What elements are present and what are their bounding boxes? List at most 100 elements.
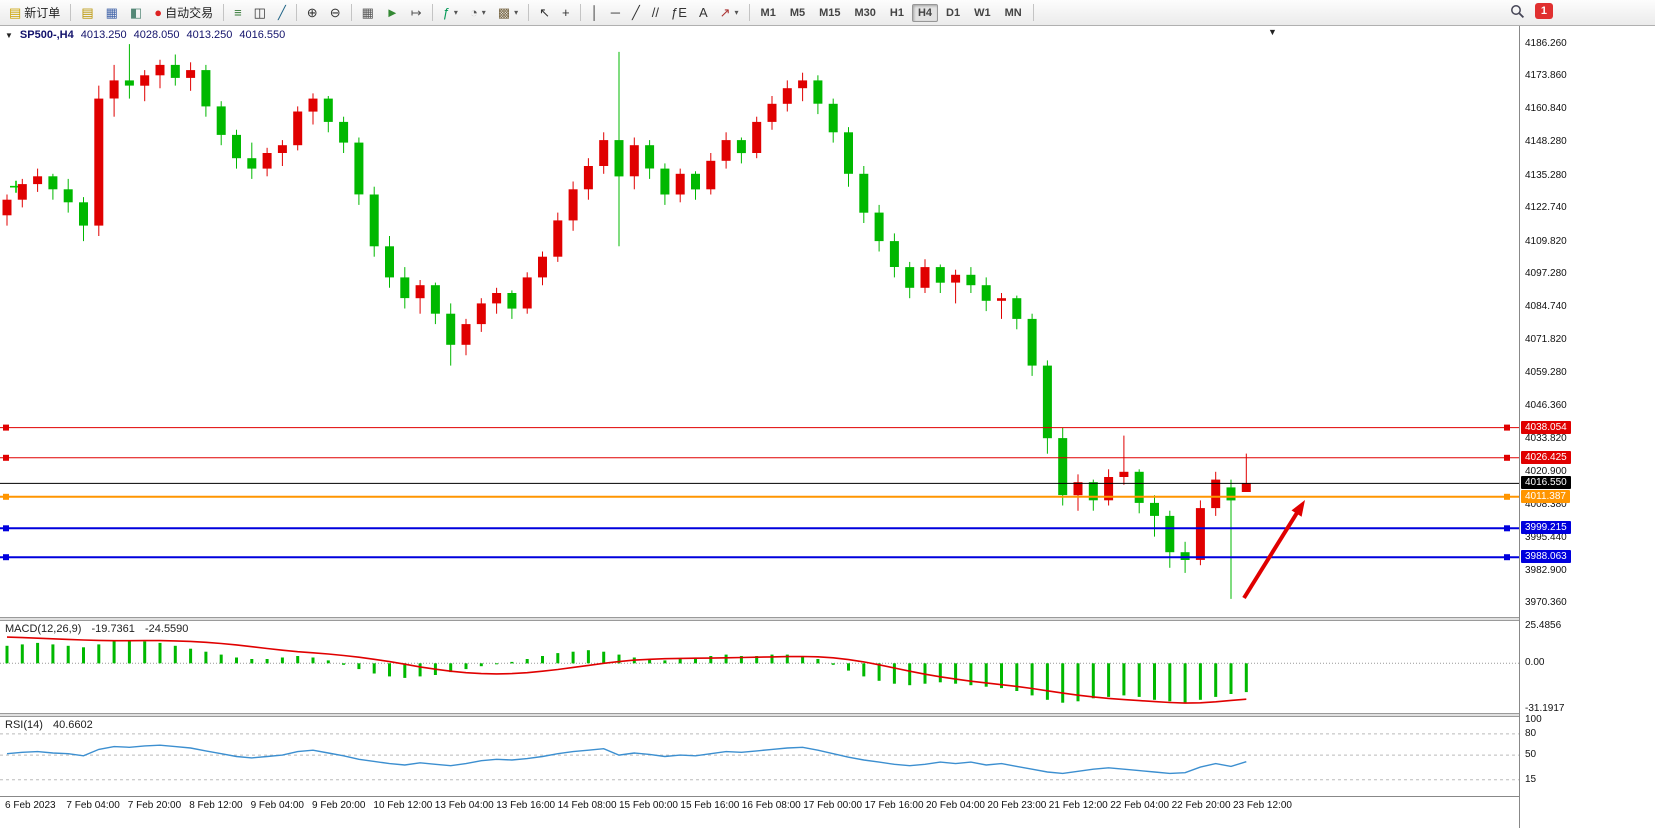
- time-label: 21 Feb 12:00: [1048, 800, 1108, 811]
- timeframe-m1[interactable]: M1: [760, 6, 776, 19]
- time-label: 9 Feb 04:00: [250, 800, 304, 811]
- zoom-out-button[interactable]: ⊖: [325, 2, 346, 24]
- time-label: 20 Feb 23:00: [987, 800, 1047, 811]
- toolbar-separator: [528, 4, 530, 21]
- cursor-button[interactable]: ↖: [534, 2, 555, 24]
- fibonacci-button[interactable]: ƒE: [666, 2, 692, 24]
- toolbar: ▤ 新订单 ▤ ▦ ◧ ● 自动交易 ≡ ◫ ╱ ⊕ ⊖ ▦ ► ↦ ƒ ▾ ◔ ▾ ▩ ▾ ↖ + │ ─ ╱//ƒE A ↗ ▾ M1…: [0, 0, 1655, 26]
- timeframe-d1[interactable]: D1: [946, 6, 961, 19]
- time-label: 15 Feb 00:00: [619, 800, 678, 811]
- vertical-line-icon: │: [590, 5, 599, 20]
- candlestick-chart-button[interactable]: ◫: [249, 2, 271, 24]
- timeframe-m30[interactable]: M30: [854, 6, 876, 19]
- price-tick-label: 4122.740: [1525, 202, 1567, 214]
- indicators-icon: ƒ: [442, 5, 450, 20]
- rsi-panel[interactable]: RSI(14) 40.6602: [0, 717, 1519, 796]
- time-label: 7 Feb 04:00: [66, 800, 120, 811]
- timeframe-mn[interactable]: MN: [1004, 6, 1022, 19]
- market-watch-button[interactable]: ▤: [76, 2, 98, 24]
- macd-panel[interactable]: MACD(12,26,9) -19.7361 -24.5590: [0, 621, 1519, 713]
- panel-separator[interactable]: [0, 617, 1655, 621]
- market-watch-icon: ▤: [81, 5, 94, 20]
- crosshair-button[interactable]: +: [557, 2, 575, 24]
- navigator-button[interactable]: ◧: [125, 2, 147, 24]
- horizontal-line-button[interactable]: ─: [606, 2, 625, 24]
- rsi-label: RSI(14) 40.6602: [5, 719, 100, 731]
- bar-chart-icon: ≡: [234, 5, 242, 20]
- arrows-button[interactable]: ↗ ▾: [715, 2, 744, 24]
- data-window-icon: ▦: [105, 5, 118, 20]
- line-chart-button[interactable]: ╱: [273, 2, 291, 24]
- price-tick-label: 3995.440: [1525, 532, 1567, 544]
- chevron-down-icon: ▾: [734, 8, 739, 17]
- toolbar-separator: [70, 4, 72, 21]
- time-label: 13 Feb 16:00: [496, 800, 556, 811]
- timeframe-h4[interactable]: H4: [911, 3, 939, 22]
- time-label: 17 Feb 16:00: [864, 800, 924, 811]
- autoscroll-button[interactable]: ►: [381, 2, 404, 24]
- chart-shift-button[interactable]: ↦: [406, 2, 427, 24]
- templates-button[interactable]: ▩ ▾: [493, 2, 523, 24]
- price-tick-label: 4160.840: [1525, 103, 1567, 115]
- time-label: 17 Feb 00:00: [803, 800, 863, 811]
- channel-button[interactable]: //: [647, 2, 664, 24]
- data-window-button[interactable]: ▦: [101, 2, 123, 24]
- crosshair-icon: +: [562, 5, 570, 20]
- trendline-icon: ╱: [631, 5, 640, 20]
- price-scale[interactable]: 4186.260 4173.860 4160.840 4148.280 4135.280…: [1519, 26, 1655, 828]
- timeframe-h1[interactable]: H1: [889, 6, 904, 19]
- periods-button[interactable]: ◔ ▾: [465, 2, 491, 24]
- collapse-triangle-icon[interactable]: ▼: [5, 30, 13, 40]
- ohlc-high: 4028.050: [133, 29, 180, 41]
- timeframe-m15[interactable]: M15: [819, 6, 841, 19]
- timeframe-w1[interactable]: W1: [974, 6, 991, 19]
- rsi-value: 40.6602: [52, 719, 93, 731]
- symbol-title: SP500-,H4: [19, 29, 74, 41]
- horizontal-line-icon: ─: [610, 5, 620, 20]
- toolbar-separator: [748, 4, 750, 21]
- panel-separator[interactable]: [0, 713, 1655, 717]
- notification-badge[interactable]: 1: [1534, 3, 1553, 19]
- macd-histogram: [5, 640, 1248, 703]
- trendline-button[interactable]: ╱: [627, 2, 645, 24]
- price-tick-label: 4084.740: [1525, 300, 1567, 312]
- search-icon[interactable]: [1510, 4, 1525, 19]
- new-order-button[interactable]: ▤ 新订单: [4, 2, 65, 24]
- time-label: 16 Feb 08:00: [741, 800, 801, 811]
- toolbar-separator: [350, 4, 352, 21]
- toolbar-separator: [223, 4, 225, 21]
- price-tick-label: 3982.900: [1525, 564, 1567, 576]
- indicators-button[interactable]: ƒ ▾: [438, 2, 463, 24]
- level-lines: [0, 424, 1519, 561]
- timeframe-m5[interactable]: M5: [789, 6, 806, 19]
- price-tick-label: 4033.820: [1525, 432, 1567, 444]
- autotrade-icon: ●: [154, 5, 163, 20]
- macd-label: MACD(12,26,9) -19.7361 -24.5590: [5, 623, 195, 635]
- time-label: 6 Feb 2023: [5, 800, 56, 811]
- macd-name: MACD(12,26,9): [5, 623, 82, 635]
- zoom-in-icon: ⊕: [306, 5, 318, 20]
- periods-icon: ◔: [469, 5, 478, 20]
- candles: [2, 44, 1251, 599]
- templates-icon: ▩: [497, 5, 511, 20]
- price-tick-label: 4008.380: [1525, 498, 1567, 510]
- tile-windows-button[interactable]: ▦: [357, 2, 379, 24]
- autotrade-button[interactable]: ● 自动交易: [149, 2, 218, 24]
- arrows-icon: ↗: [719, 5, 731, 20]
- price-tick-label: 4071.820: [1525, 334, 1567, 346]
- text-button[interactable]: A: [694, 2, 713, 24]
- time-label: 20 Feb 04:00: [926, 800, 985, 811]
- bar-chart-button[interactable]: ≡: [229, 2, 247, 24]
- toolbar-right-group: 1: [1510, 3, 1553, 19]
- time-axis[interactable]: 6 Feb 2023 7 Feb 04:00 7 Feb 20:00 8 Feb 12…: [0, 796, 1519, 829]
- chart-corner-triangle-icon[interactable]: ▼: [1268, 27, 1277, 37]
- chevron-down-icon: ▾: [481, 8, 486, 17]
- toolbar-separator: [431, 4, 433, 21]
- zoom-in-button[interactable]: ⊕: [302, 2, 323, 24]
- price-tick-label: 4148.280: [1525, 135, 1567, 147]
- vertical-line-button[interactable]: │: [586, 2, 604, 24]
- main-chart-panel[interactable]: ▼ SP500-,H4 4013.250 4028.050 4013.250 4…: [0, 26, 1519, 617]
- macd-axis-label: 0.00: [1525, 657, 1545, 669]
- chevron-down-icon: ▾: [514, 8, 519, 17]
- macd-value-main: -19.7361: [91, 623, 135, 635]
